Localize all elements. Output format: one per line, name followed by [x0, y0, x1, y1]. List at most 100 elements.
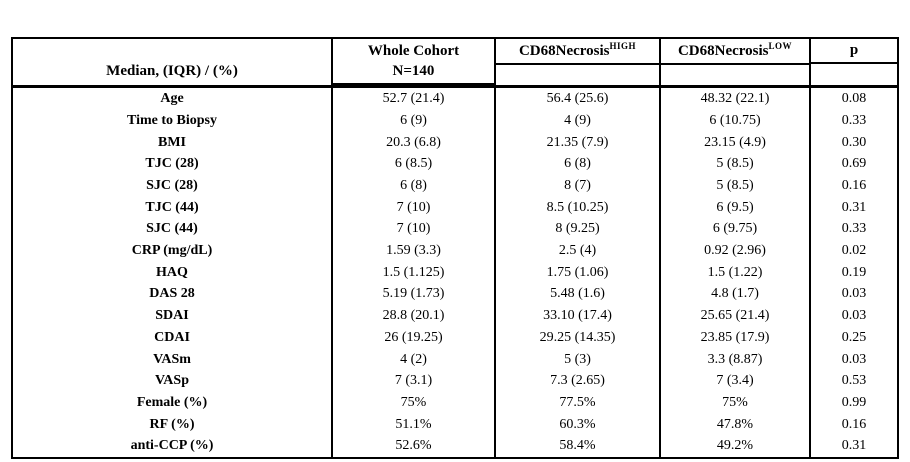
row-label-cell: TJC (28): [13, 153, 333, 175]
p-value-cell: 0.03: [841, 286, 867, 302]
cd68-low-header-inner: CD68NecrosisLOW: [661, 39, 809, 65]
cd68-high-value-cell: 58.4%: [496, 435, 661, 457]
header-cell-cd68-low: CD68NecrosisLOW: [661, 39, 811, 85]
cd68-high-value-cell: 6 (8): [496, 153, 661, 175]
row-label-cell: SJC (44): [13, 218, 333, 240]
cd68-low-value-cell: 5 (8.5): [661, 153, 811, 175]
table-row: TJC (44) 7 (10) 8.5 (10.25) 6 (9.5) 0.31: [13, 196, 897, 219]
header-cell-p-value: p: [811, 39, 897, 85]
p-value-cell: 0.16: [841, 177, 867, 193]
cd68-low-value-cell: 5 (8.5): [661, 174, 811, 197]
table-row: anti-CCP (%) 52.6% 58.4% 49.2% 0.31: [13, 435, 897, 457]
row-label-cell: CRP (mg/dL): [13, 239, 333, 262]
p-value-cell: 0.99: [841, 394, 867, 410]
p-value-cell: 0.30: [841, 134, 867, 150]
table-row: SDAI 28.8 (20.1) 33.10 (17.4) 25.65 (21.…: [13, 305, 897, 327]
table-row: SJC (28) 6 (8) 8 (7) 5 (8.5) 0.16: [13, 174, 897, 197]
row-label-cell: VASp: [13, 370, 333, 392]
table-row: SJC (44) 7 (10) 8 (9.25) 6 (9.75) 0.33: [13, 218, 897, 240]
cd68-high-value-cell: 5.48 (1.6): [496, 283, 661, 306]
cd68-high-base: CD68Necrosis: [518, 43, 610, 59]
cd68-high-value-cell: 1.75 (1.06): [496, 261, 661, 284]
cd68-low-value-cell: 1.5 (1.22): [661, 261, 811, 284]
row-label-cell: VASm: [13, 348, 333, 371]
table-row: BMI 20.3 (6.8) 21.35 (7.9) 23.15 (4.9) 0…: [13, 131, 897, 154]
cd68-high-value-cell: 5 (3): [496, 348, 661, 371]
row-label-cell: SJC (28): [13, 174, 333, 197]
cd68-high-value-cell: 33.10 (17.4): [496, 305, 661, 327]
p-value-header-label: p: [849, 42, 859, 58]
cd68-low-value-cell: 25.65 (21.4): [661, 305, 811, 327]
whole-cohort-title: Whole Cohort: [367, 43, 460, 59]
whole-cohort-value-cell: 28.8 (20.1): [333, 305, 496, 327]
p-value-cell: 0.16: [841, 416, 867, 432]
whole-cohort-value-cell: 5.19 (1.73): [333, 283, 496, 306]
cohort-statistics-table: Median, (IQR) / (%) Whole Cohort N=140 C…: [11, 37, 899, 459]
cd68-low-superscript: LOW: [768, 41, 793, 51]
p-value-cell: 0.33: [841, 112, 867, 128]
cd68-high-value-cell: 56.4 (25.6): [496, 88, 661, 110]
p-value-header-inner: p: [811, 39, 897, 64]
table-row: DAS 28 5.19 (1.73) 5.48 (1.6) 4.8 (1.7) …: [13, 283, 897, 306]
table-row: CRP (mg/dL) 1.59 (3.3) 2.5 (4) 0.92 (2.9…: [13, 239, 897, 262]
row-label-cell: TJC (44): [13, 196, 333, 219]
row-label-cell: Age: [13, 88, 333, 110]
row-label-cell: DAS 28: [13, 283, 333, 306]
table-header-row: Median, (IQR) / (%) Whole Cohort N=140 C…: [13, 39, 897, 88]
p-value-cell: 0.19: [841, 264, 867, 280]
p-value-cell: 0.03: [841, 351, 867, 367]
cd68-high-value-cell: 77.5%: [496, 391, 661, 414]
p-value-cell: 0.53: [841, 373, 867, 389]
cd68-high-value-cell: 29.25 (14.35): [496, 326, 661, 349]
whole-cohort-header-inner: Whole Cohort N=140: [333, 39, 494, 85]
whole-cohort-value-cell: 51.1%: [333, 413, 496, 436]
cd68-high-value-cell: 8 (7): [496, 174, 661, 197]
cd68-low-value-cell: 6 (10.75): [661, 109, 811, 132]
whole-cohort-value-cell: 7 (10): [333, 196, 496, 219]
cd68-high-value-cell: 2.5 (4): [496, 239, 661, 262]
table-row: Female (%) 75% 77.5% 75% 0.99: [13, 391, 897, 414]
row-label-cell: Time to Biopsy: [13, 109, 333, 132]
table-row: CDAI 26 (19.25) 29.25 (14.35) 23.85 (17.…: [13, 326, 897, 349]
cd68-high-superscript: HIGH: [609, 41, 637, 51]
whole-cohort-value-cell: 52.7 (21.4): [333, 88, 496, 110]
cd68-low-value-cell: 47.8%: [661, 413, 811, 436]
cd68-high-header-inner: CD68NecrosisHIGH: [496, 39, 659, 65]
cd68-low-base: CD68Necrosis: [677, 43, 769, 59]
cd68-high-value-cell: 8 (9.25): [496, 218, 661, 240]
table-body: Age 52.7 (21.4) 56.4 (25.6) 48.32 (22.1)…: [13, 88, 897, 457]
p-value-cell: 0.31: [841, 199, 867, 215]
whole-cohort-value-cell: 75%: [333, 391, 496, 414]
p-value-cell: 0.02: [841, 243, 867, 259]
table-row: RF (%) 51.1% 60.3% 47.8% 0.16: [13, 413, 897, 436]
cd68-low-value-cell: 4.8 (1.7): [661, 283, 811, 306]
p-value-cell: 0.33: [841, 221, 867, 237]
table-row: VASm 4 (2) 5 (3) 3.3 (8.87) 0.03: [13, 348, 897, 371]
row-label-cell: SDAI: [13, 305, 333, 327]
whole-cohort-value-cell: 1.59 (3.3): [333, 239, 496, 262]
cd68-high-value-cell: 21.35 (7.9): [496, 131, 661, 154]
cd68-low-value-cell: 7 (3.4): [661, 370, 811, 392]
header-cell-whole-cohort: Whole Cohort N=140: [333, 39, 496, 85]
table-row: TJC (28) 6 (8.5) 6 (8) 5 (8.5) 0.69: [13, 153, 897, 175]
whole-cohort-value-cell: 52.6%: [333, 435, 496, 457]
p-value-cell: 0.31: [841, 438, 867, 454]
cd68-high-value-cell: 7.3 (2.65): [496, 370, 661, 392]
whole-cohort-value-cell: 26 (19.25): [333, 326, 496, 349]
header-label-median-iqr: Median, (IQR) / (%): [106, 63, 238, 80]
whole-cohort-value-cell: 6 (8.5): [333, 153, 496, 175]
cd68-high-value-cell: 8.5 (10.25): [496, 196, 661, 219]
cd68-low-value-cell: 48.32 (22.1): [661, 88, 811, 110]
cd68-low-value-cell: 6 (9.75): [661, 218, 811, 240]
cd68-low-value-cell: 6 (9.5): [661, 196, 811, 219]
cd68-low-value-cell: 3.3 (8.87): [661, 348, 811, 371]
cd68-low-value-cell: 23.85 (17.9): [661, 326, 811, 349]
cd68-high-value-cell: 60.3%: [496, 413, 661, 436]
row-label-cell: HAQ: [13, 261, 333, 284]
cd68-low-value-cell: 49.2%: [661, 435, 811, 457]
whole-cohort-value-cell: 20.3 (6.8): [333, 131, 496, 154]
whole-cohort-value-cell: 4 (2): [333, 348, 496, 371]
table-row: HAQ 1.5 (1.125) 1.75 (1.06) 1.5 (1.22) 0…: [13, 261, 897, 284]
cd68-low-value-cell: 23.15 (4.9): [661, 131, 811, 154]
whole-cohort-value-cell: 6 (8): [333, 174, 496, 197]
